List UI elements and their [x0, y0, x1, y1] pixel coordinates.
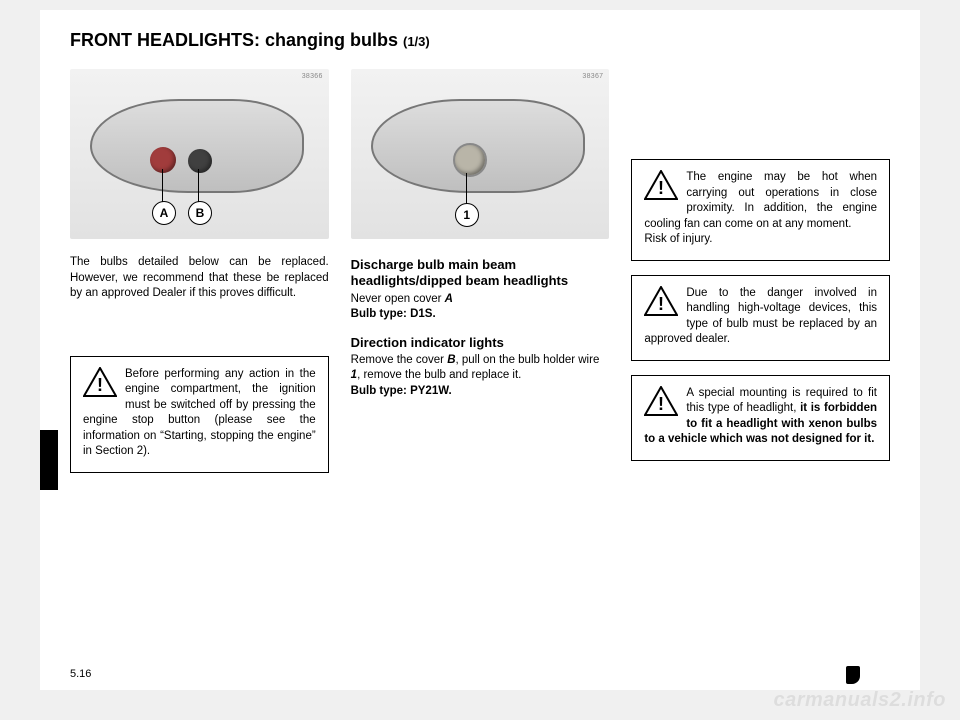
port-1	[453, 143, 487, 177]
text-fragment: Never open cover	[351, 293, 445, 305]
label-ref-a: A	[445, 293, 453, 305]
callout-b: B	[188, 201, 212, 225]
section-tab	[40, 430, 58, 490]
bulb-type-py21w: Bulb type: PY21W.	[351, 385, 452, 397]
svg-text:!: !	[658, 178, 664, 198]
column-3: ! The engine may be hot when carrying ou…	[631, 69, 890, 487]
intro-text: The bulbs detailed below can be replaced…	[70, 255, 329, 302]
leader-line	[198, 169, 199, 203]
headlight-outline	[90, 99, 304, 193]
heading-indicator: Direction indicator lights	[351, 335, 610, 351]
callout-a: A	[152, 201, 176, 225]
svg-text:!: !	[658, 394, 664, 414]
leader-line	[162, 169, 163, 203]
warning-hot-engine: ! The engine may be hot when carrying ou…	[631, 159, 890, 261]
warning-icon: !	[644, 170, 678, 200]
headlight-outline	[371, 99, 585, 193]
svg-text:!: !	[658, 294, 664, 314]
warning-text: Due to the danger involved in handling h…	[644, 287, 877, 346]
warning-icon: !	[644, 386, 678, 416]
title-sub: (1/3)	[403, 34, 430, 49]
warning-text: Before performing any action in the engi…	[83, 368, 316, 458]
text-fragment: Remove the cover	[351, 354, 448, 366]
bulb-type-d1s: Bulb type: D1S.	[351, 308, 436, 320]
spacer	[70, 314, 329, 356]
callout-1: 1	[455, 203, 479, 227]
heading-discharge: Discharge bulb main beam headlights/dipp…	[351, 257, 610, 290]
warning-text: The engine may be hot when carrying out …	[644, 171, 877, 230]
warning-high-voltage: ! Due to the danger involved in handling…	[631, 275, 890, 361]
body-discharge: Never open cover A Bulb type: D1S.	[351, 292, 610, 323]
warning-icon: !	[83, 367, 117, 397]
watermark: carmanuals2.info	[773, 689, 946, 712]
figure-2: 38367 1	[351, 69, 610, 239]
figure-2-id: 38367	[582, 73, 603, 80]
text-fragment: , remove the bulb and replace it.	[357, 369, 521, 381]
spacer	[631, 69, 890, 159]
title-main: FRONT HEADLIGHTS: changing bulbs	[70, 30, 403, 50]
warning-risk: Risk of injury.	[644, 233, 712, 245]
page-number: 5.16	[70, 668, 91, 680]
body-indicator: Remove the cover B, pull on the bulb hol…	[351, 353, 610, 400]
warning-ignition: ! Before performing any action in the en…	[70, 356, 329, 473]
figure-1-id: 38366	[302, 73, 323, 80]
label-ref-b: B	[447, 354, 455, 366]
column-2: 38367 1 Discharge bulb main beam headlig…	[351, 69, 610, 487]
svg-text:!: !	[97, 375, 103, 395]
column-1: 38366 A B The bulbs detailed below can b…	[70, 69, 329, 487]
corner-mark	[846, 666, 860, 684]
warning-icon: !	[644, 286, 678, 316]
port-a	[150, 147, 176, 173]
content-columns: 38366 A B The bulbs detailed below can b…	[70, 69, 890, 487]
leader-line	[466, 173, 467, 205]
figure-1: 38366 A B	[70, 69, 329, 239]
page-title: FRONT HEADLIGHTS: changing bulbs (1/3)	[70, 30, 890, 51]
port-b	[188, 149, 212, 173]
warning-xenon: ! A special mounting is required to fit …	[631, 375, 890, 461]
manual-page: FRONT HEADLIGHTS: changing bulbs (1/3) 3…	[40, 10, 920, 690]
text-fragment: , pull on the bulb holder wire	[456, 354, 600, 366]
